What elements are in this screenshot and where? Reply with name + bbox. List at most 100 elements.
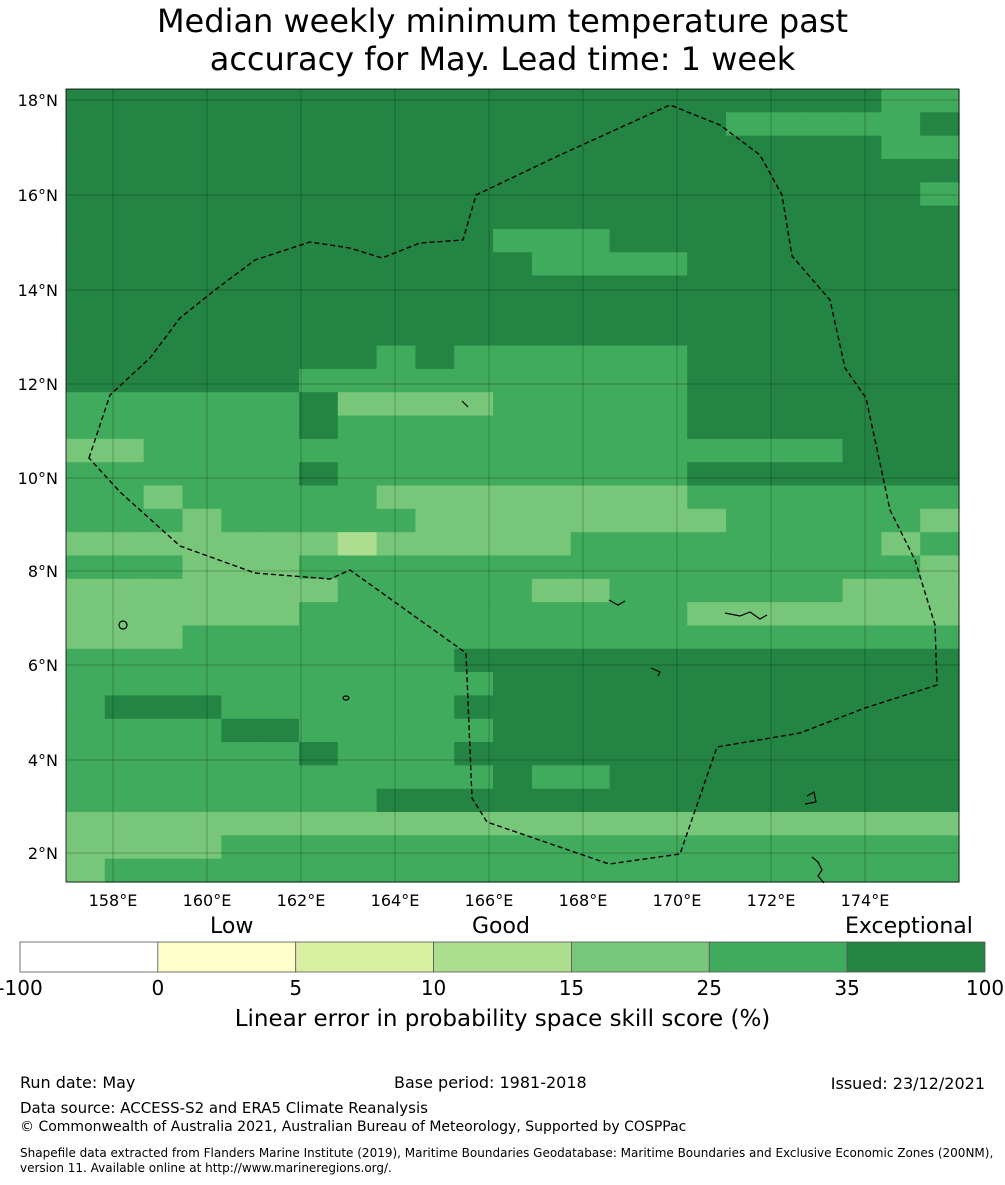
- grid-cell: [66, 438, 106, 463]
- data-source: Data source: ACCESS-S2 and ERA5 Climate …: [20, 1099, 428, 1117]
- grid-cell: [182, 298, 222, 323]
- grid-cell: [531, 485, 572, 510]
- longitude-label: 164°E: [371, 891, 420, 910]
- grid-cell: [570, 462, 611, 487]
- grid-cell: [298, 135, 339, 160]
- grid-cell: [454, 275, 494, 300]
- grid-cell: [376, 508, 417, 533]
- grid-cell: [104, 345, 145, 370]
- grid-cell: [881, 345, 921, 370]
- grid-cell: [842, 835, 882, 860]
- grid-cell: [609, 438, 649, 463]
- grid-cell: [298, 742, 339, 766]
- latitude-label: 6°N: [28, 656, 58, 675]
- grid-cell: [337, 182, 378, 207]
- grid-cell: [687, 555, 727, 580]
- grid-cell: [726, 648, 766, 673]
- grid-cell: [531, 228, 572, 253]
- grid-cell: [337, 158, 378, 183]
- grid-cell: [803, 742, 844, 766]
- grid-cell: [376, 252, 417, 277]
- grid-cell: [803, 602, 844, 627]
- colorbar-block: [295, 941, 434, 973]
- longitude-label: 174°E: [841, 891, 890, 910]
- grid-cell: [803, 392, 844, 417]
- copyright: © Commonwealth of Australia 2021, Austra…: [20, 1119, 687, 1135]
- grid-cell: [260, 672, 300, 697]
- grid-cell: [493, 578, 533, 603]
- grid-cell: [609, 485, 649, 510]
- grid-cell: [920, 89, 960, 113]
- grid-cell: [920, 368, 960, 393]
- grid-cell: [764, 415, 805, 440]
- grid-cell: [260, 578, 300, 603]
- grid-cell: [920, 648, 960, 673]
- grid-cell: [493, 89, 533, 113]
- grid-cell: [764, 438, 805, 463]
- grid-cell: [298, 368, 339, 393]
- grid-cell: [66, 508, 106, 533]
- grid-cell: [687, 135, 727, 160]
- grid-cell: [182, 89, 222, 113]
- grid-cell: [493, 695, 533, 720]
- grid-cell: [104, 275, 145, 300]
- grid-cell: [415, 392, 455, 417]
- grid-cell: [104, 578, 145, 603]
- grid-cell: [221, 742, 261, 766]
- grid-cell: [881, 322, 921, 347]
- colorbar-block: [708, 941, 848, 973]
- grid-cell: [687, 672, 727, 697]
- grid-cell: [143, 182, 184, 207]
- grid-cell: [104, 158, 145, 183]
- grid-cell: [221, 788, 261, 813]
- grid-cell: [260, 648, 300, 673]
- island-8: [650, 667, 661, 677]
- grid-cell: [260, 322, 300, 347]
- grid-cell: [221, 812, 261, 836]
- grid-cell: [648, 508, 688, 533]
- grid-cell: [881, 135, 921, 160]
- grid-cell: [531, 298, 572, 323]
- grid-cell: [260, 695, 300, 720]
- grid-cell: [104, 182, 145, 207]
- latitude-label: 12°N: [18, 375, 58, 394]
- grid-cell: [182, 322, 222, 347]
- grid-cell: [493, 858, 533, 883]
- grid-cell: [104, 392, 145, 417]
- grid-cell: [260, 438, 300, 463]
- grid-cell: [298, 812, 339, 836]
- grid-cell: [298, 205, 339, 230]
- grid-cell: [920, 625, 960, 650]
- longitude-label: 172°E: [747, 891, 796, 910]
- grid-cell: [531, 89, 572, 113]
- eez-boundary: [88, 104, 938, 865]
- island-2: [342, 695, 350, 701]
- grid-cell: [454, 578, 494, 603]
- grid-cell: [803, 555, 844, 580]
- grid-cell: [66, 788, 106, 813]
- grid-cell: [66, 625, 106, 650]
- grid-cell: [376, 345, 417, 370]
- longitude-label: 162°E: [277, 891, 326, 910]
- grid-cell: [687, 182, 727, 207]
- grid-cell: [337, 205, 378, 230]
- grid-cell: [104, 812, 145, 836]
- grid-cell: [143, 765, 184, 790]
- grid-cell: [609, 298, 649, 323]
- grid-cell: [842, 532, 882, 557]
- grid-cell: [803, 532, 844, 557]
- grid-cell: [803, 462, 844, 487]
- grid-cell: [726, 252, 766, 277]
- grid-cell: [493, 298, 533, 323]
- grid-cell: [66, 765, 106, 790]
- grid-cell: [493, 462, 533, 487]
- grid-cell: [260, 835, 300, 860]
- grid-cell: [881, 112, 921, 137]
- island-5: [811, 856, 825, 884]
- grid-cell: [687, 602, 727, 627]
- grid-cell: [803, 275, 844, 300]
- grid-cell: [648, 252, 688, 277]
- grid-cell: [609, 695, 649, 720]
- grid-cell: [609, 462, 649, 487]
- grid-cell: [687, 345, 727, 370]
